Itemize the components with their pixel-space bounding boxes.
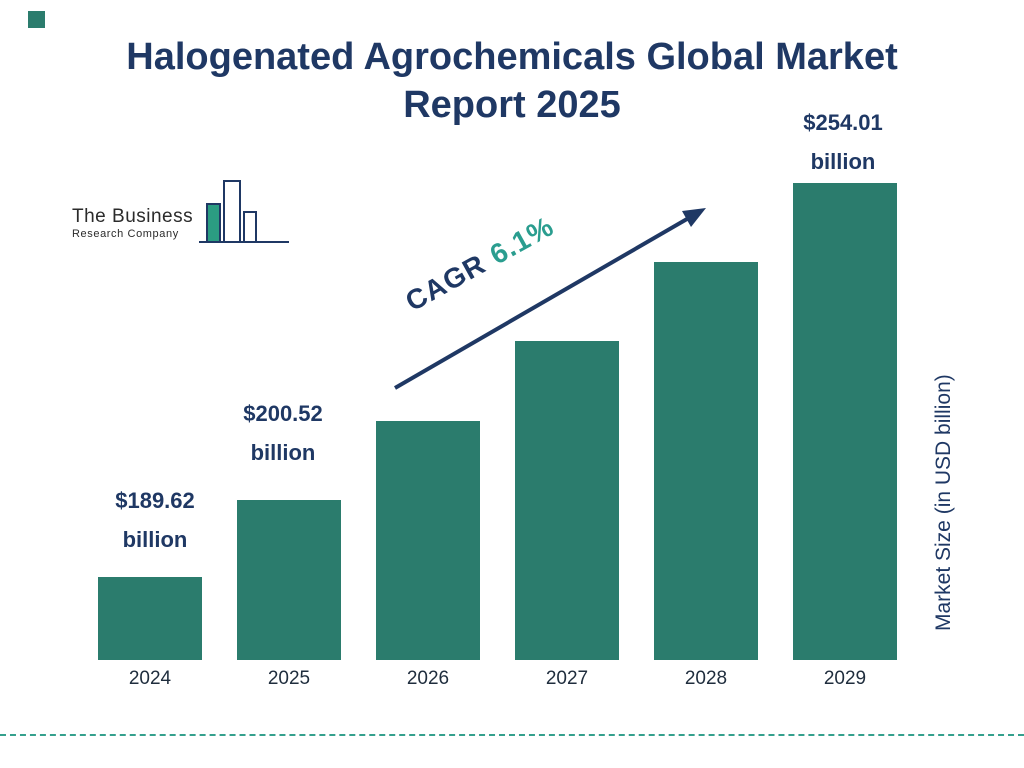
company-logo: The Business Research Company	[72, 178, 292, 246]
x-tick-2029: 2029	[823, 668, 867, 689]
logo-subname: Research Company	[72, 228, 179, 240]
bar-2029	[793, 183, 897, 660]
page-title-line1: Halogenated Agrochemicals Global Market	[126, 36, 898, 78]
value-label-2029-unit: billion	[810, 148, 876, 174]
logo-name: The Business	[72, 206, 194, 227]
value-label-2029-amount: $254.01	[803, 110, 883, 135]
x-tick-2028: 2028	[684, 668, 728, 689]
y-axis-label: Market Size (in USD billion)	[932, 374, 955, 631]
bar-2026	[376, 421, 480, 660]
value-label-2025: $200.52 billion	[193, 395, 373, 472]
bar-2028	[654, 262, 758, 660]
corner-accent-square	[28, 11, 45, 28]
x-tick-2026: 2026	[406, 668, 450, 689]
bar-2027	[515, 341, 619, 660]
value-label-2029: $254.01 billion	[753, 104, 933, 181]
logo-text: The Business Research Company	[72, 206, 193, 240]
bottom-dashed-divider	[0, 734, 1024, 736]
page-title-line2: Report 2025	[403, 83, 621, 126]
bar-2025	[237, 500, 341, 660]
x-tick-2024: 2024	[128, 668, 172, 689]
page-title: Halogenated Agrochemicals Global Market …	[0, 34, 1024, 129]
x-tick-2027: 2027	[545, 668, 589, 689]
value-label-2025-amount: $200.52	[243, 401, 323, 426]
bar-2024	[98, 577, 202, 660]
value-label-2024-unit: billion	[122, 526, 188, 552]
value-label-2025-unit: billion	[250, 439, 316, 465]
value-label-2024: $189.62 billion	[65, 482, 245, 559]
bar-chart-logo-icon	[199, 180, 290, 243]
value-label-2024-amount: $189.62	[115, 488, 195, 513]
x-tick-2025: 2025	[267, 668, 311, 689]
